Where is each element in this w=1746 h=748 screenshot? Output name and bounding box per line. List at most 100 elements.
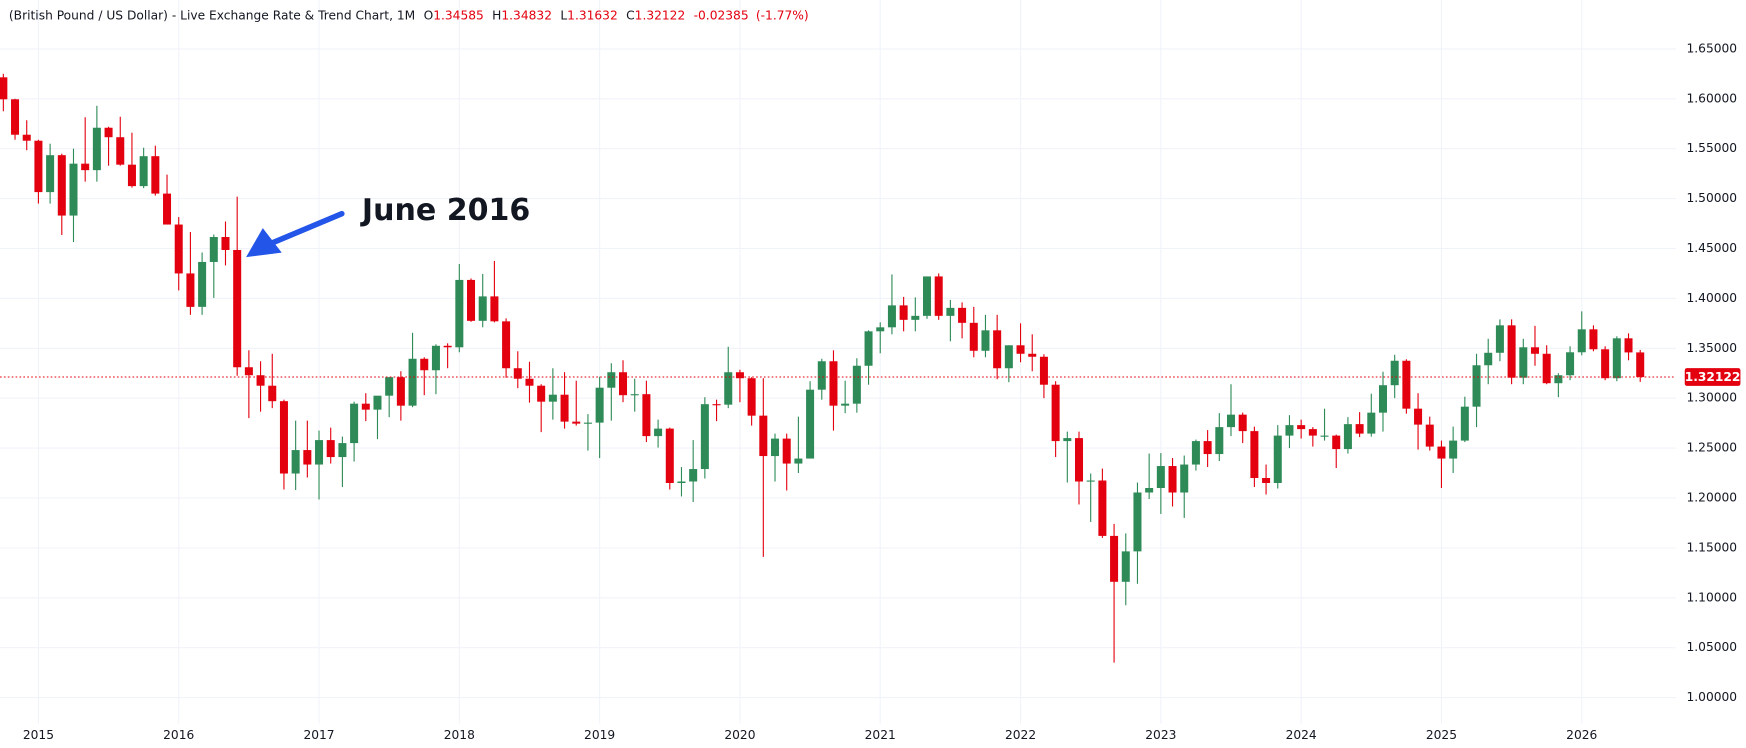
arrow-head — [246, 228, 282, 258]
candle-body — [969, 322, 978, 351]
candle-body — [1378, 385, 1388, 413]
candle-body — [1004, 345, 1013, 369]
candle-body — [186, 273, 195, 307]
candle-body — [1601, 349, 1610, 379]
candle-body — [1215, 427, 1224, 455]
candle-body — [829, 361, 838, 406]
candle-body — [513, 368, 522, 379]
candle-body — [665, 428, 674, 484]
candle-body — [478, 296, 487, 321]
candle-body — [794, 458, 803, 464]
candle-body — [1063, 438, 1072, 442]
candle-body — [1589, 329, 1598, 350]
candle-body — [1203, 441, 1212, 455]
candle-body — [1577, 329, 1586, 353]
y-tick-label: 1.10000 — [1686, 590, 1737, 604]
candle-body — [806, 389, 815, 459]
candle-body — [759, 415, 768, 457]
candle-body — [654, 428, 663, 437]
header-title: (British Pound / US Dollar) - Live Excha… — [9, 8, 415, 22]
x-tick-label: 2020 — [724, 728, 755, 742]
candle-body — [1285, 425, 1294, 436]
ohlc-value: 1.34832 — [501, 8, 552, 22]
candle-body — [373, 395, 382, 410]
x-tick-label: 2019 — [584, 728, 615, 742]
candle-body — [443, 345, 452, 348]
candle-body — [1086, 480, 1095, 482]
candle-body — [583, 422, 592, 424]
candle-body — [455, 279, 464, 348]
candle-body — [1250, 431, 1259, 479]
candle-body — [1074, 438, 1084, 482]
candle-body — [233, 249, 242, 368]
candle-body — [1554, 375, 1563, 384]
candle-body — [922, 276, 932, 316]
candle-body — [69, 163, 78, 216]
y-tick-label: 1.30000 — [1686, 391, 1737, 405]
candle-body — [174, 224, 183, 274]
candle-body — [361, 403, 370, 410]
candle-body — [420, 358, 429, 371]
ohlc-value: 1.31632 — [567, 8, 618, 22]
candle-body — [268, 385, 277, 402]
candle-body — [537, 385, 546, 402]
candle-body — [11, 99, 20, 135]
candle-body — [1180, 464, 1189, 493]
ohlc-label: O — [424, 8, 434, 22]
candle-body — [548, 394, 557, 402]
change-percent: (-1.77%) — [756, 8, 809, 22]
y-tick-label: 1.15000 — [1686, 540, 1737, 554]
candle-body — [81, 163, 90, 171]
candle-body — [490, 296, 499, 322]
candles — [0, 73, 1645, 663]
x-tick-label: 2025 — [1426, 728, 1457, 742]
candle-body — [572, 421, 581, 424]
candle-body — [852, 365, 861, 404]
candle-body — [993, 330, 1002, 369]
y-tick-label: 1.05000 — [1686, 640, 1737, 654]
last-price-label: 1.32122 — [1685, 370, 1741, 384]
candle-body — [221, 237, 230, 250]
y-tick-label: 1.50000 — [1686, 191, 1737, 205]
candle-body — [209, 237, 218, 262]
candle-body — [104, 127, 113, 138]
ohlc-label: H — [492, 8, 501, 22]
x-tick-label: 2023 — [1145, 728, 1176, 742]
candle-body — [817, 361, 826, 390]
candle-body — [291, 450, 300, 474]
candle-body — [1297, 425, 1306, 430]
x-tick-label: 2018 — [444, 728, 475, 742]
candle-body — [946, 307, 955, 316]
ohlc-label: L — [560, 8, 567, 22]
candle-body — [607, 372, 616, 388]
candle-body — [689, 469, 698, 482]
candle-body — [782, 438, 791, 464]
candle-body — [0, 77, 8, 100]
y-tick-label: 1.60000 — [1686, 91, 1737, 105]
candle-body — [385, 377, 394, 396]
candle-body — [1098, 480, 1107, 536]
x-tick-label: 2021 — [865, 728, 896, 742]
x-tick-label: 2022 — [1005, 728, 1036, 742]
x-tick-label: 2026 — [1566, 728, 1597, 742]
y-tick-label: 1.55000 — [1686, 141, 1737, 155]
candle-body — [116, 137, 125, 165]
candle-body — [1624, 338, 1633, 353]
y-tick-label: 1.65000 — [1686, 41, 1737, 55]
candle-body — [1133, 492, 1142, 552]
candle-body — [1028, 353, 1037, 357]
candle-body — [350, 403, 359, 444]
candle-body — [1507, 325, 1516, 378]
candle-body — [595, 387, 604, 423]
candle-body — [899, 305, 908, 320]
y-tick-label: 1.25000 — [1686, 441, 1737, 455]
header: (British Pound / US Dollar) - Live Excha… — [9, 8, 809, 22]
candle-body — [326, 440, 335, 458]
candle-body — [841, 403, 850, 406]
candle-body — [1390, 360, 1399, 386]
candle-body — [887, 305, 896, 328]
candle-body — [1636, 352, 1645, 378]
candle-body — [560, 394, 569, 422]
candle-body — [1542, 353, 1551, 384]
